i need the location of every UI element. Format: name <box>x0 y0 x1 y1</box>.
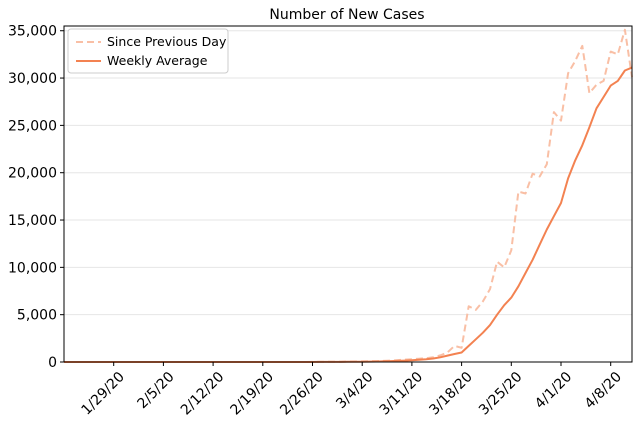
x-tick-label: 4/8/20 <box>582 369 625 412</box>
series-line-since-previous-day <box>64 28 633 363</box>
x-tick-label: 2/26/20 <box>277 369 326 418</box>
x-tick-label: 3/11/20 <box>377 369 426 418</box>
legend-label-weekly-average: Weekly Average <box>107 53 208 68</box>
y-tick-label: 30,000 <box>8 71 57 87</box>
legend-box <box>67 28 229 74</box>
y-tick-label: 20,000 <box>8 166 57 182</box>
chart-title: Number of New Cases <box>269 7 424 23</box>
x-tick-label: 2/19/20 <box>228 369 277 418</box>
legend: Since Previous Day Weekly Average <box>67 28 229 74</box>
legend-label-since-previous-day: Since Previous Day <box>107 34 227 49</box>
x-tick-label: 2/5/20 <box>134 369 177 412</box>
grid-lines <box>64 30 632 363</box>
x-tick-label: 4/1/20 <box>532 369 575 412</box>
x-tick-label: 2/12/20 <box>178 369 227 418</box>
y-tick-label: 10,000 <box>8 260 57 276</box>
y-tick-label: 35,000 <box>8 24 57 40</box>
y-tick-label: 15,000 <box>8 213 57 229</box>
x-tick-label: 3/25/20 <box>476 369 525 418</box>
x-axis: 1/29/20 2/5/20 2/12/20 2/19/20 2/26/20 3/4/20… <box>78 362 625 418</box>
y-tick-label: 0 <box>48 355 57 371</box>
y-tick-label: 25,000 <box>8 118 57 134</box>
plot-frame <box>63 25 633 363</box>
x-tick-label: 3/4/20 <box>333 369 376 412</box>
x-tick-label: 3/18/20 <box>426 369 475 418</box>
y-axis: 0 5,000 10,000 15,000 20,000 25,000 30,000 35,0… <box>8 24 64 371</box>
y-tick-label: 5,000 <box>17 308 57 324</box>
series-layer <box>64 28 633 363</box>
x-tick-label: 1/29/20 <box>78 369 127 418</box>
series-line-weekly-average <box>64 66 633 363</box>
